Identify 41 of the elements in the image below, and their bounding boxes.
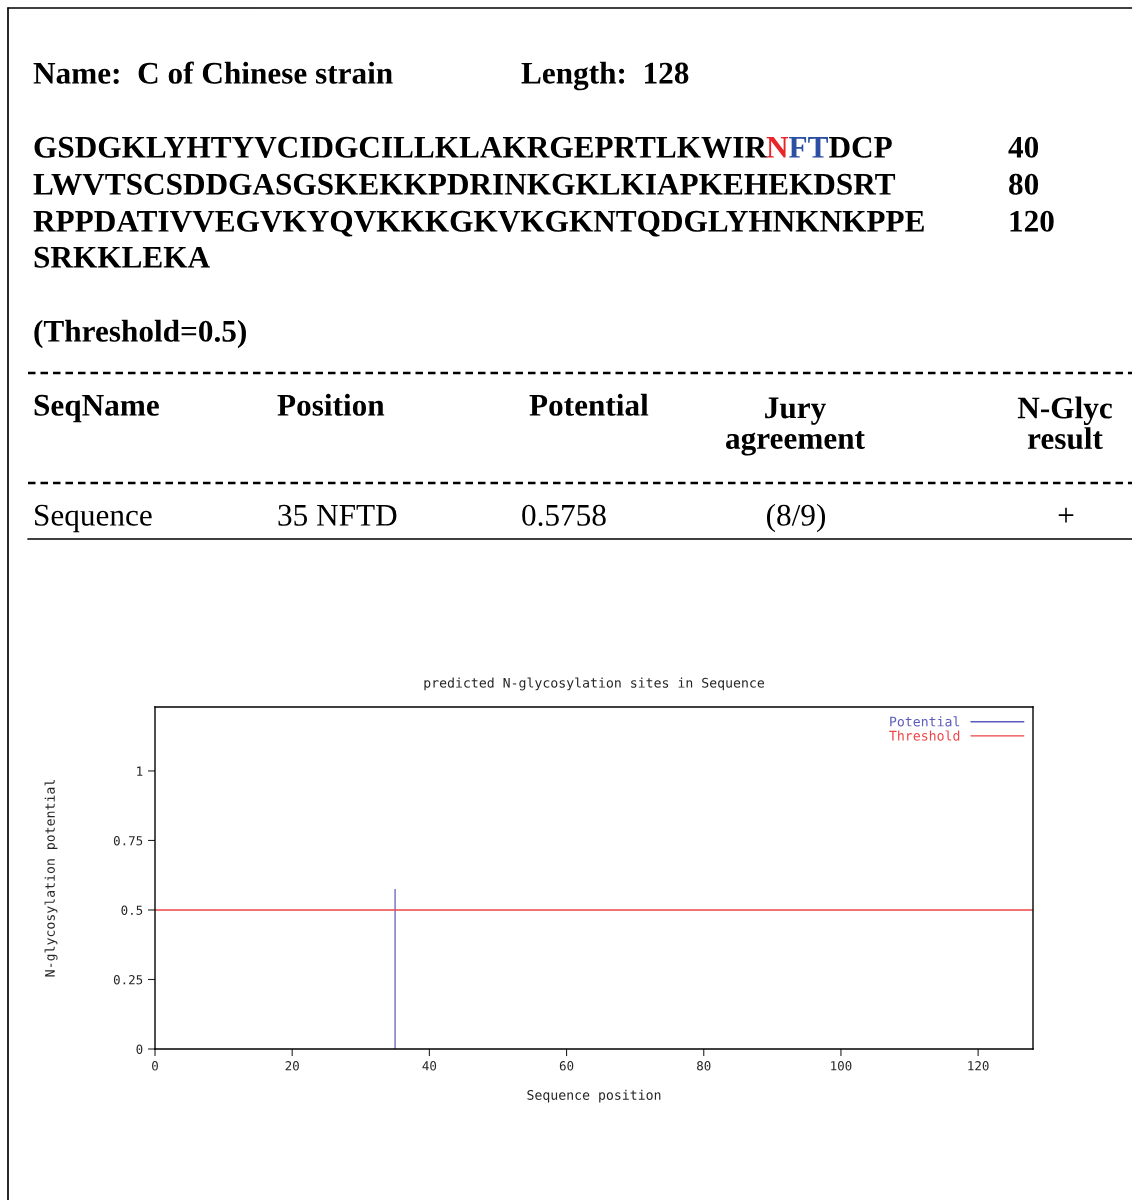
text: N-Glyc result xyxy=(1017,396,1112,450)
text: 35 NFTD xyxy=(278,504,397,526)
x-tick-label: 100 xyxy=(831,1061,852,1071)
text: SeqName xyxy=(34,394,159,423)
text: (Threshold=0.5) xyxy=(34,319,246,349)
text: Jury agreement xyxy=(726,397,865,456)
y-tick-label: 0 xyxy=(136,1044,143,1054)
y-tick-label: 0.75 xyxy=(113,835,143,846)
x-axis-title: Sequence position xyxy=(527,1089,661,1103)
text: 0.5758 xyxy=(522,504,606,526)
legend-label: Threshold xyxy=(889,730,960,741)
x-tick-label: 40 xyxy=(422,1061,437,1071)
text: 80 xyxy=(1009,173,1039,195)
text: GSDGKLYHTYVCIDGCILLKLAKRGEPRTLKWIR xyxy=(34,136,768,158)
text: DCP xyxy=(829,136,892,158)
x-tick-label: 80 xyxy=(697,1061,711,1071)
text: SRKKLEKA xyxy=(34,246,210,268)
y-tick-label: 0.5 xyxy=(121,905,143,915)
text: (8/9) xyxy=(767,503,825,533)
text: 40 xyxy=(1008,136,1039,158)
text: Position xyxy=(277,393,385,416)
legend-label: Potential xyxy=(890,716,960,727)
text: N xyxy=(766,137,789,158)
text: Name: C of Chinese strain xyxy=(33,61,393,84)
text: RPPDATIVVEGVKYQVKKKGKVKGKNTQDGLYHNKNKPPE xyxy=(33,210,924,237)
text: F xyxy=(789,137,807,158)
x-tick-label: 20 xyxy=(285,1061,299,1071)
y-tick-label: 0.25 xyxy=(113,974,143,985)
x-tick-label: 120 xyxy=(968,1061,989,1071)
text: LWVTSCSDDGASGSKEKKPDRINKGKLKIAPKEHEKDSRT xyxy=(33,173,896,195)
x-tick-label: 60 xyxy=(559,1061,574,1071)
text: Sequence xyxy=(35,504,152,533)
text: Potential xyxy=(529,393,649,416)
text: T xyxy=(808,137,828,158)
y-tick-label: 1 xyxy=(137,766,143,776)
text: Length: 128 xyxy=(521,61,689,91)
text: + xyxy=(1058,507,1074,523)
chart-title: predicted N-glycosylation sites in Sequence xyxy=(424,677,765,691)
x-tick-label: 0 xyxy=(152,1061,158,1071)
text: 120 xyxy=(1010,210,1054,232)
y-axis-title: N-glycosylation potential xyxy=(44,779,58,977)
